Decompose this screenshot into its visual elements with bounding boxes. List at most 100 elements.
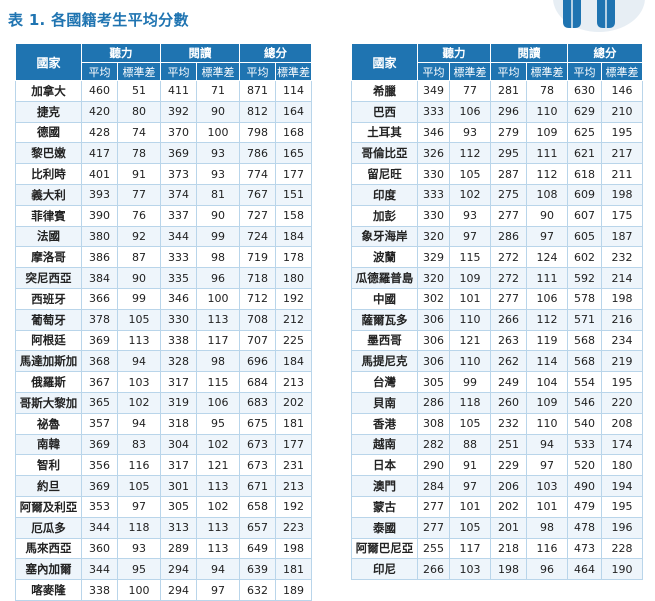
reading-sd-cell: 98 <box>196 350 240 373</box>
listening-sd-cell: 76 <box>117 204 161 227</box>
listening-mean-cell: 384 <box>81 267 118 289</box>
listening-mean-cell: 386 <box>81 246 118 269</box>
reading-mean-cell: 262 <box>490 350 527 373</box>
total-mean-cell: 520 <box>567 454 602 477</box>
country-cell: 法國 <box>15 225 82 248</box>
listening-sd-cell: 103 <box>117 371 161 393</box>
total-mean-cell: 629 <box>567 100 602 123</box>
listening-sd-cell: 97 <box>449 225 491 248</box>
total-sd-cell: 234 <box>601 329 643 352</box>
country-cell: 土耳其 <box>351 121 418 144</box>
total-mean-cell: 675 <box>239 412 276 435</box>
listening-sd-cell: 90 <box>117 267 161 289</box>
total-mean-cell: 708 <box>239 308 276 331</box>
table-row: 厄瓜多 344 118 313 113 657 223 <box>15 516 312 539</box>
reading-mean-cell: 201 <box>490 516 527 539</box>
listening-sd-cell: 77 <box>449 80 491 102</box>
reading-mean-cell: 263 <box>490 329 527 352</box>
listening-mean-cell: 378 <box>81 308 118 331</box>
country-cell: 瓜德羅普島 <box>351 267 418 289</box>
country-cell: 哥斯大黎加 <box>15 391 82 414</box>
table-row: 香港 308 105 232 110 540 208 <box>351 412 643 435</box>
reading-mean-cell: 411 <box>160 80 197 102</box>
total-mean-header: 平均 <box>567 62 602 81</box>
reading-sd-cell: 110 <box>526 412 568 435</box>
total-sd-cell: 198 <box>275 537 312 560</box>
country-cell: 象牙海岸 <box>351 225 418 248</box>
listening-sd-header: 標準差 <box>449 62 491 81</box>
listening-mean-cell: 401 <box>81 163 118 185</box>
listening-mean-cell: 460 <box>81 80 118 102</box>
country-cell: 葡萄牙 <box>15 308 82 331</box>
table-row: 俄羅斯 367 103 317 115 684 213 <box>15 371 312 393</box>
country-cell: 阿根廷 <box>15 329 82 352</box>
total-sd-cell: 151 <box>275 183 312 206</box>
table-row: 象牙海岸 320 97 286 97 605 187 <box>351 225 643 248</box>
listening-sd-cell: 78 <box>117 142 161 165</box>
country-cell: 厄瓜多 <box>15 516 82 539</box>
listening-mean-cell: 306 <box>417 308 450 331</box>
total-header: 總分 <box>567 43 643 63</box>
reading-sd-cell: 78 <box>526 80 568 102</box>
listening-mean-cell: 333 <box>417 183 450 206</box>
reading-mean-cell: 392 <box>160 100 197 123</box>
country-cell: 越南 <box>351 433 418 456</box>
reading-sd-cell: 102 <box>196 433 240 456</box>
table-row: 瓜德羅普島 320 109 272 111 592 214 <box>351 267 643 289</box>
listening-sd-cell: 105 <box>117 475 161 497</box>
total-mean-cell: 578 <box>567 287 602 310</box>
country-cell: 馬達加斯加 <box>15 350 82 373</box>
listening-sd-cell: 51 <box>117 80 161 102</box>
country-cell: 菲律賓 <box>15 204 82 227</box>
listening-sd-cell: 77 <box>117 183 161 206</box>
total-mean-cell: 767 <box>239 183 276 206</box>
listening-mean-cell: 390 <box>81 204 118 227</box>
total-mean-cell: 473 <box>567 537 602 560</box>
total-sd-cell: 178 <box>275 246 312 269</box>
reading-sd-cell: 121 <box>196 454 240 477</box>
total-mean-cell: 812 <box>239 100 276 123</box>
total-mean-cell: 798 <box>239 121 276 144</box>
table-row: 波蘭 329 115 272 124 602 232 <box>351 246 643 269</box>
total-sd-cell: 195 <box>601 121 643 144</box>
listening-mean-cell: 346 <box>417 121 450 144</box>
table-row: 馬提尼克 306 110 262 114 568 219 <box>351 350 643 373</box>
listening-mean-header: 平均 <box>417 62 450 81</box>
country-cell: 加拿大 <box>15 80 82 102</box>
total-mean-cell: 673 <box>239 454 276 477</box>
reading-mean-cell: 294 <box>160 558 197 581</box>
reading-mean-cell: 318 <box>160 412 197 435</box>
table-row: 阿爾巴尼亞 255 117 218 116 473 228 <box>351 537 643 560</box>
listening-mean-cell: 266 <box>417 558 450 581</box>
country-cell: 南韓 <box>15 433 82 456</box>
table-row: 南韓 369 83 304 102 673 177 <box>15 433 312 456</box>
listening-mean-cell: 369 <box>81 329 118 352</box>
listening-mean-cell: 333 <box>417 100 450 123</box>
reading-sd-cell: 96 <box>526 558 568 581</box>
listening-mean-cell: 277 <box>417 495 450 518</box>
total-sd-header: 標準差 <box>601 62 643 81</box>
listening-sd-cell: 93 <box>449 204 491 227</box>
listening-sd-cell: 103 <box>449 558 491 581</box>
country-cell: 塞內加爾 <box>15 558 82 581</box>
listening-sd-cell: 106 <box>449 100 491 123</box>
total-sd-cell: 219 <box>601 350 643 373</box>
reading-sd-cell: 97 <box>526 225 568 248</box>
table-row: 西班牙 366 99 346 100 712 192 <box>15 287 312 310</box>
total-sd-cell: 213 <box>275 371 312 393</box>
total-sd-cell: 202 <box>275 391 312 414</box>
reading-sd-cell: 100 <box>196 287 240 310</box>
score-table-left: 國家 聽力 閱讀 總分 平均 標準差 平均 標準差 平均 標準差 加拿大 460 5… <box>15 43 312 601</box>
country-cell: 約旦 <box>15 475 82 497</box>
listening-sd-cell: 92 <box>117 225 161 248</box>
country-cell: 義大利 <box>15 183 82 206</box>
country-cell: 阿爾及利亞 <box>15 495 82 518</box>
reading-sd-cell: 113 <box>196 537 240 560</box>
listening-sd-cell: 105 <box>449 516 491 539</box>
people-illustration-icon <box>553 0 645 32</box>
reading-mean-cell: 294 <box>160 579 197 601</box>
total-mean-cell: 618 <box>567 163 602 185</box>
reading-sd-cell: 108 <box>526 183 568 206</box>
table-row: 阿爾及利亞 353 97 305 102 658 192 <box>15 495 312 518</box>
listening-sd-cell: 101 <box>449 495 491 518</box>
